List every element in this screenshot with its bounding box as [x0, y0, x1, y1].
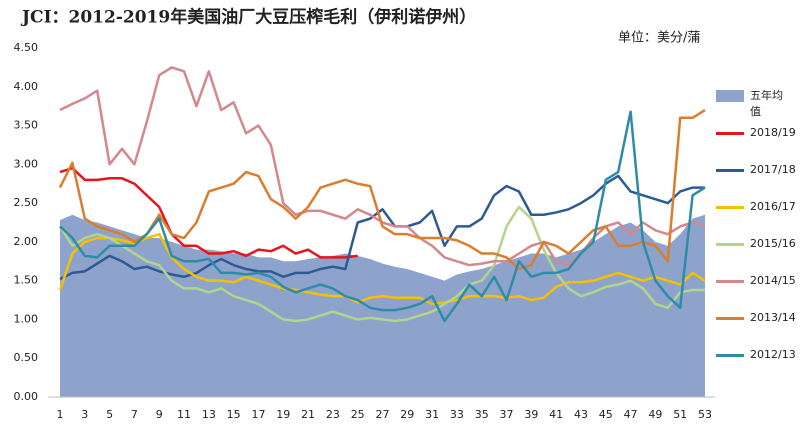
area: [60, 214, 705, 397]
x-tick-label: 33: [450, 408, 464, 421]
legend-item: 2017/18: [716, 162, 806, 199]
legend-label: 2012/13: [750, 348, 796, 361]
y-tick-label: 2.00: [14, 235, 39, 248]
legend-swatch: [716, 132, 744, 135]
legend-label: 2016/17: [750, 200, 796, 213]
x-tick-label: 43: [574, 408, 588, 421]
legend-label: 2018/19: [750, 126, 796, 139]
y-tick-label: 0.50: [14, 351, 39, 364]
legend-label: 2014/15: [750, 274, 796, 287]
x-tick-label: 35: [475, 408, 489, 421]
y-tick-label: 4.50: [14, 41, 39, 54]
line: [59, 174, 705, 281]
legend-swatch: [716, 280, 744, 283]
x-tick-label: 37: [500, 408, 514, 421]
x-tick-label: 31: [425, 408, 439, 421]
unit-label: 单位：美分/蒲: [618, 31, 700, 46]
legend-item: 2014/15: [716, 273, 806, 310]
y-tick-label: 1.50: [14, 274, 39, 287]
x-tick-label: 45: [599, 408, 613, 421]
x-tick-label: 53: [698, 408, 712, 421]
legend: 五年均值 2018/19 2017/18 2016/17 2015/16 2014/15 2…: [716, 88, 806, 384]
x-tick-label: 19: [276, 408, 290, 421]
y-tick-label: 2.50: [14, 196, 39, 209]
x-tick-label: 7: [131, 408, 138, 421]
legend-swatch: [716, 206, 744, 209]
x-tick-label: 3: [81, 408, 88, 421]
legend-label: 2015/16: [750, 237, 796, 250]
chart-title: JCI：2012-2019年美国油厂大豆压榨毛利（伊利诺伊州）: [20, 7, 476, 28]
legend-swatch: [716, 169, 744, 172]
x-tick-label: 1: [57, 408, 64, 421]
x-tick-label: 47: [624, 408, 638, 421]
x-tick-label: 41: [549, 408, 563, 421]
x-tick-label: 5: [106, 408, 113, 421]
legend-swatch: [716, 243, 744, 246]
line: [59, 166, 358, 259]
legend-item: 2018/19: [716, 125, 806, 162]
x-tick-label: 23: [326, 408, 340, 421]
line: [58, 108, 706, 271]
x-tick-label: 13: [202, 408, 216, 421]
y-tick-label: 3.00: [14, 157, 39, 170]
y-tick-label: 3.50: [14, 119, 39, 132]
legend-label: 五年均值: [750, 89, 783, 118]
legend-label: 2017/18: [750, 163, 796, 176]
legend-item: 2012/13: [716, 347, 806, 384]
x-tick-label: 21: [301, 408, 315, 421]
x-tick-label: 17: [251, 408, 265, 421]
y-tick-label: 4.00: [14, 80, 39, 93]
x-tick-label: 27: [376, 408, 390, 421]
legend-swatch: [716, 354, 744, 357]
legend-label: 2013/14: [750, 311, 796, 324]
y-tick-label: 0.00: [14, 390, 39, 403]
line: [58, 205, 705, 323]
legend-item: 五年均值: [716, 88, 806, 125]
x-tick-label: 25: [351, 408, 365, 421]
legend-swatch: [716, 90, 744, 102]
x-tick-label: 29: [400, 408, 414, 421]
x-tick-label: 39: [524, 408, 538, 421]
y-tick-label: 1.00: [14, 312, 39, 325]
legend-item: 2016/17: [716, 199, 806, 236]
legend-item: 2015/16: [716, 236, 806, 273]
x-tick-label: 51: [673, 408, 687, 421]
line: [59, 110, 706, 323]
legend-swatch: [716, 317, 744, 320]
x-tick-label: 15: [227, 408, 241, 421]
line: [58, 232, 706, 306]
legend-item: 2013/14: [716, 310, 806, 347]
x-tick-label: 49: [648, 408, 662, 421]
x-tick-label: 9: [156, 408, 163, 421]
x-tick-label: 11: [177, 408, 191, 421]
